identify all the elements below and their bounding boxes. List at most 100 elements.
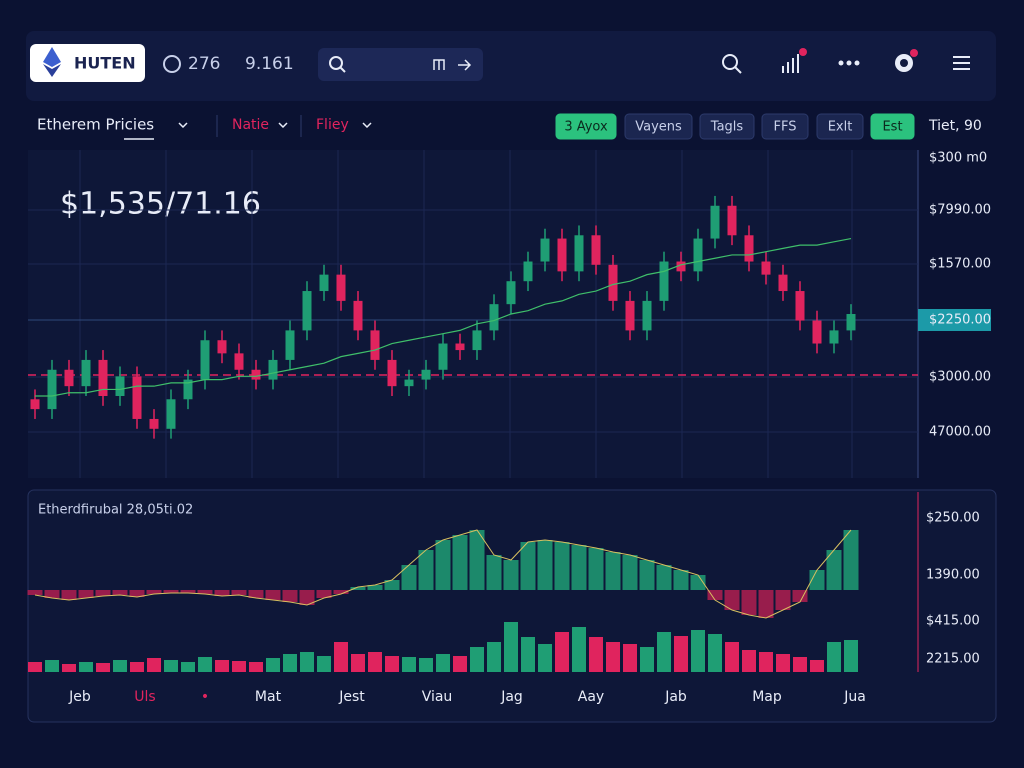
filter-icon[interactable] — [433, 59, 445, 70]
volume-bar — [623, 644, 637, 672]
logo-box[interactable] — [30, 44, 145, 82]
y-tick-label: 47000.00 — [929, 425, 991, 440]
oscillator-bar — [622, 555, 638, 590]
toolbar-button[interactable] — [699, 113, 755, 140]
candle-body — [98, 359, 108, 396]
oscillator-bar — [129, 590, 145, 597]
chart-button[interactable] — [782, 54, 799, 73]
toolbar-button[interactable] — [555, 113, 617, 140]
volume-bar — [113, 660, 127, 672]
volume-bar — [368, 652, 382, 672]
oscillator-bar — [333, 590, 349, 594]
oscillator-bar — [299, 590, 315, 605]
candle-body — [217, 340, 227, 354]
stat: 276 — [188, 54, 220, 74]
oscillator-bar — [384, 580, 400, 590]
chart-title: Etherem Pricies — [37, 116, 154, 134]
oscillator-bar — [792, 590, 808, 602]
candle-body — [693, 238, 703, 272]
oscillator-bar — [112, 590, 128, 595]
candle-body — [166, 399, 176, 429]
oscillator-bar — [78, 590, 94, 598]
volume-bar — [130, 662, 144, 672]
menu[interactable]: Natie — [232, 117, 269, 133]
candle-body — [659, 261, 669, 301]
volume-bar — [810, 660, 824, 672]
search-box[interactable] — [318, 48, 483, 81]
x-tick-label: Uls — [134, 689, 155, 705]
logo-icon-lower — [43, 64, 61, 77]
menu-button[interactable] — [953, 56, 970, 70]
oscillator-bar — [554, 542, 570, 590]
volume-bar — [28, 662, 42, 672]
dropdown-arrow[interactable] — [362, 122, 372, 129]
dropdown-arrow[interactable] — [278, 122, 288, 129]
logo-icon — [43, 47, 61, 67]
badge — [799, 48, 807, 56]
oscillator-bar — [163, 590, 179, 593]
search-icon-handle — [339, 66, 346, 73]
oscillator-bar — [95, 590, 111, 596]
x-tick-label: Jest — [338, 689, 365, 705]
candle-body — [557, 238, 567, 272]
oscillator-bar — [27, 590, 43, 595]
volume-bar — [589, 637, 603, 672]
oscillator-bar — [197, 590, 213, 594]
oscillator-bar — [707, 590, 723, 600]
toolbar-button[interactable] — [816, 113, 864, 140]
more-dot — [854, 60, 860, 66]
oscillator-bar — [316, 590, 332, 598]
more-dot[interactable] — [838, 60, 844, 66]
x-tick-label: • — [201, 689, 209, 705]
search-button-handle — [734, 66, 742, 74]
toolbar-button[interactable] — [870, 113, 915, 140]
oscillator-bar — [690, 575, 706, 590]
oscillator-bar — [282, 590, 298, 602]
candle-body — [336, 274, 346, 301]
candle-body — [761, 261, 771, 275]
oscillator-bar — [537, 540, 553, 590]
more-dot — [846, 60, 852, 66]
candle-body — [608, 264, 618, 301]
x-tick-label: Viau — [422, 689, 453, 705]
volume-bar — [521, 637, 535, 672]
oscillator-bar — [214, 590, 230, 596]
toolbar-button-label: FFS — [774, 120, 797, 135]
toolbar-button-label: Vayens — [635, 120, 682, 135]
brand: HUTEN — [74, 54, 136, 73]
candle-body — [455, 343, 465, 351]
volume-bar — [606, 642, 620, 672]
candle-body — [676, 261, 686, 272]
toolbar-button[interactable] — [761, 113, 809, 140]
volume-bar — [538, 644, 552, 672]
candle-body — [387, 359, 397, 387]
candle-body — [149, 418, 159, 429]
go-icon[interactable] — [458, 59, 472, 71]
volume-bar — [453, 656, 467, 672]
x-tick-label: Jag — [500, 689, 523, 705]
volume-bar — [385, 656, 399, 672]
volume-bar — [436, 654, 450, 672]
indicator-panel — [27, 489, 997, 723]
search-button[interactable] — [722, 54, 738, 70]
oscillator-bar — [673, 570, 689, 590]
volume-bar — [181, 662, 195, 672]
toolbar-button[interactable] — [624, 113, 693, 140]
candle-body — [268, 359, 278, 380]
price-label: $1,535/71.16 — [60, 187, 261, 222]
y-tick-label: $1570.00 — [929, 257, 991, 272]
oscillator-bar — [741, 590, 757, 615]
oscillator-bar — [231, 590, 247, 595]
oscillator-bar — [469, 530, 485, 590]
menu[interactable]: Fliey — [316, 117, 349, 133]
candle-body — [489, 304, 499, 331]
x-tick-label: Mat — [255, 689, 282, 705]
candle-body — [591, 235, 601, 265]
oscillator-bar — [826, 550, 842, 590]
oscillator-line — [34, 529, 852, 619]
candle-body — [30, 399, 40, 410]
dropdown-arrow[interactable] — [178, 122, 188, 129]
toolbar-button-label: 3 Ayox — [564, 120, 608, 135]
search-icon — [329, 56, 343, 70]
